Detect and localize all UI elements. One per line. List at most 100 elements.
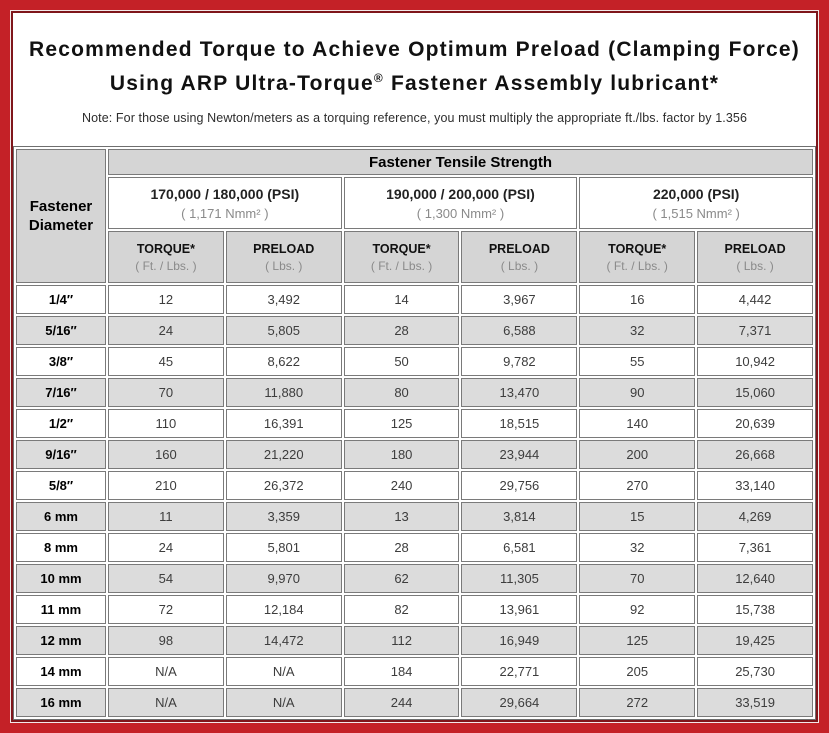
value-cell: 98 (108, 626, 224, 655)
column-header-title: PRELOAD (253, 241, 315, 256)
diameter-cell: 3/8″ (16, 347, 106, 376)
value-cell: 33,140 (697, 471, 813, 500)
value-cell: 244 (343, 688, 460, 717)
value-cell: 82 (343, 595, 460, 624)
diameter-cell: 9/16″ (16, 440, 106, 469)
column-header-torque-1: TORQUE* ( Ft. / Lbs. ) (108, 231, 224, 283)
diameter-cell: 14 mm (16, 657, 106, 686)
value-cell: 54 (108, 564, 224, 593)
diameter-cell: 16 mm (16, 688, 106, 717)
value-cell: 22,771 (461, 657, 578, 686)
value-cell: 26,668 (697, 440, 813, 469)
value-cell: 29,664 (461, 688, 578, 717)
tensile-strength-header: Fastener Tensile Strength (108, 149, 813, 175)
value-cell: 29,756 (461, 471, 578, 500)
table-row: 5/8″ 210 26,372 240 29,756 270 33,140 (16, 471, 813, 500)
value-cell: N/A (225, 657, 342, 686)
column-header-title: PRELOAD (724, 241, 786, 256)
psi-group-1-nmm: ( 1,171 Nmm² ) (181, 206, 269, 221)
value-cell: 12 (108, 285, 224, 314)
column-header-unit: ( Ft. / Lbs. ) (606, 258, 668, 273)
title-line2-prefix: Using ARP Ultra-Torque (109, 72, 374, 95)
psi-group-1: 170,000 / 180,000 (PSI) ( 1,171 Nmm² ) (108, 177, 342, 229)
value-cell: 184 (343, 657, 460, 686)
psi-group-2-psi: 190,000 / 200,000 (PSI) (386, 186, 535, 202)
value-cell: 28 (343, 316, 460, 345)
registered-trademark-symbol: ® (373, 71, 384, 85)
value-cell: 80 (343, 378, 460, 407)
header-row-columns: TORQUE* ( Ft. / Lbs. ) PRELOAD ( Lbs. ) … (16, 231, 813, 283)
diameter-cell: 5/16″ (16, 316, 106, 345)
psi-group-1-psi: 170,000 / 180,000 (PSI) (150, 186, 300, 202)
header-row-tensile: Fastener Diameter Fastener Tensile Stren… (16, 149, 813, 283)
value-cell: 8,622 (225, 347, 342, 376)
value-cell: 15,060 (697, 378, 813, 407)
diameter-cell: 10 mm (16, 564, 106, 593)
value-cell: 110 (108, 409, 224, 438)
value-cell: 13,961 (461, 595, 578, 624)
diameter-cell: 12 mm (16, 626, 106, 655)
psi-group-3-psi: 220,000 (PSI) (652, 186, 740, 202)
value-cell: 55 (579, 347, 696, 376)
value-cell: 6,588 (461, 316, 578, 345)
value-cell: 200 (579, 440, 696, 469)
table-row: 16 mm N/A N/A 244 29,664 272 33,519 (16, 688, 813, 717)
value-cell: 28 (343, 533, 460, 562)
value-cell: 5,805 (225, 316, 342, 345)
value-cell: 3,814 (461, 502, 578, 531)
value-cell: 112 (343, 626, 460, 655)
value-cell: 62 (343, 564, 460, 593)
value-cell: N/A (108, 688, 224, 717)
value-cell: 25,730 (697, 657, 813, 686)
value-cell: 12,184 (225, 595, 342, 624)
table-row: 10 mm 54 9,970 62 11,305 70 12,640 (16, 564, 813, 593)
column-header-title: PRELOAD (488, 241, 550, 256)
note-text: Note: For those using Newton/meters as a… (81, 111, 747, 125)
table-row: 14 mm N/A N/A 184 22,771 205 25,730 (16, 657, 813, 686)
value-cell: 90 (579, 378, 696, 407)
diameter-cell: 5/8″ (16, 471, 106, 500)
column-header-unit: ( Lbs. ) (265, 258, 303, 273)
value-cell: 7,361 (697, 533, 813, 562)
table-row: 5/16″ 24 5,805 28 6,588 32 7,371 (16, 316, 813, 345)
table-row: 1/2″ 110 16,391 125 18,515 140 20,639 (16, 409, 813, 438)
title-line2: Using ARP Ultra-Torque® Fastener Assembl… (21, 63, 808, 99)
value-cell: 20,639 (697, 409, 813, 438)
value-cell: 18,515 (461, 409, 578, 438)
value-cell: 6,581 (461, 533, 578, 562)
value-cell: 11 (108, 502, 224, 531)
column-header-preload-3: PRELOAD ( Lbs. ) (697, 231, 813, 283)
value-cell: 32 (579, 533, 696, 562)
value-cell: 24 (108, 533, 224, 562)
value-cell: 7,371 (697, 316, 813, 345)
table-body: 1/4″ 12 3,492 14 3,967 16 4,442 5/16″ 24… (16, 285, 813, 717)
value-cell: 3,492 (225, 285, 342, 314)
value-cell: 16,391 (225, 409, 342, 438)
title-line2-suffix: Fastener Assembly lubricant* (383, 72, 720, 95)
value-cell: 26,372 (225, 471, 342, 500)
value-cell: 180 (343, 440, 460, 469)
value-cell: 16 (579, 285, 696, 314)
diameter-cell: 1/4″ (16, 285, 106, 314)
table-row: 3/8″ 45 8,622 50 9,782 55 10,942 (16, 347, 813, 376)
value-cell: 23,944 (461, 440, 578, 469)
value-cell: 160 (108, 440, 224, 469)
value-cell: 11,305 (461, 564, 578, 593)
value-cell: 24 (108, 316, 224, 345)
value-cell: 9,970 (225, 564, 342, 593)
value-cell: 3,359 (225, 502, 342, 531)
value-cell: 240 (343, 471, 460, 500)
value-cell: 13 (343, 502, 460, 531)
column-header-preload-2: PRELOAD ( Lbs. ) (461, 231, 578, 283)
column-header-torque-3: TORQUE* ( Ft. / Lbs. ) (579, 231, 696, 283)
psi-group-2-nmm: ( 1,300 Nmm² ) (416, 206, 505, 221)
value-cell: 45 (108, 347, 224, 376)
table-row: 1/4″ 12 3,492 14 3,967 16 4,442 (16, 285, 813, 314)
value-cell: 16,949 (461, 626, 578, 655)
value-cell: 15,738 (697, 595, 813, 624)
value-cell: 3,967 (461, 285, 578, 314)
corner-header-line1: Fastener (29, 198, 93, 215)
value-cell: 70 (579, 564, 696, 593)
header-row-psi: 170,000 / 180,000 (PSI) ( 1,171 Nmm² ) 1… (16, 177, 813, 229)
